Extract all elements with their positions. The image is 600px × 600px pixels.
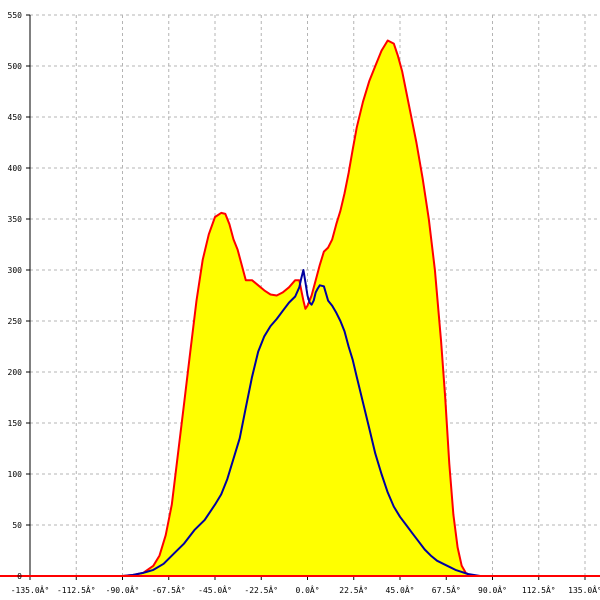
- x-tick-label: -112.5Â°: [57, 584, 96, 595]
- y-tick-label: 300: [8, 266, 23, 275]
- y-tick-label: 450: [8, 113, 23, 122]
- x-tick-label: 90.0Â°: [478, 584, 507, 595]
- series-0-area: [122, 40, 493, 576]
- series-1-line: [122, 269, 493, 577]
- y-tick-label: 0: [17, 572, 22, 581]
- x-tick-label: -135.0Â°: [11, 584, 50, 595]
- x-tick-label: 22.5Â°: [339, 584, 368, 595]
- x-tick-label: -90.0Â°: [106, 584, 140, 595]
- x-tick-label: 112.5Â°: [522, 584, 556, 595]
- y-tick-label: 350: [8, 215, 23, 224]
- x-tick-label: -45.0Â°: [198, 584, 232, 595]
- y-tick-label: 550: [8, 11, 23, 20]
- y-tick-label: 500: [8, 62, 23, 71]
- y-tick-label: 150: [8, 419, 23, 428]
- series-0-line: [122, 39, 493, 577]
- series-layer: [122, 39, 493, 577]
- axes: [0, 14, 600, 580]
- y-tick-label: 100: [8, 470, 23, 479]
- x-tick-labels: -135.0Â° -112.5Â° -90.0Â° -67.5Â° -45.0Â° -22…: [11, 584, 600, 595]
- y-tick-labels: 0 50 100 150 200 250 300 350 400 450 500 550: [8, 11, 23, 581]
- x-tick-label: 45.0Â°: [386, 584, 415, 595]
- x-tick-label: -67.5Â°: [152, 584, 186, 595]
- x-tick-label: 135.0Â°: [568, 584, 600, 595]
- y-tick-label: 250: [8, 317, 23, 326]
- y-tick-label: 400: [8, 164, 23, 173]
- x-tick-label: 67.5Â°: [432, 584, 461, 595]
- y-tick-label: 200: [8, 368, 23, 377]
- y-tick-label: 50: [12, 521, 22, 530]
- x-tick-label: 0.0Â°: [295, 584, 319, 595]
- x-tick-label: -22.5Â°: [244, 584, 278, 595]
